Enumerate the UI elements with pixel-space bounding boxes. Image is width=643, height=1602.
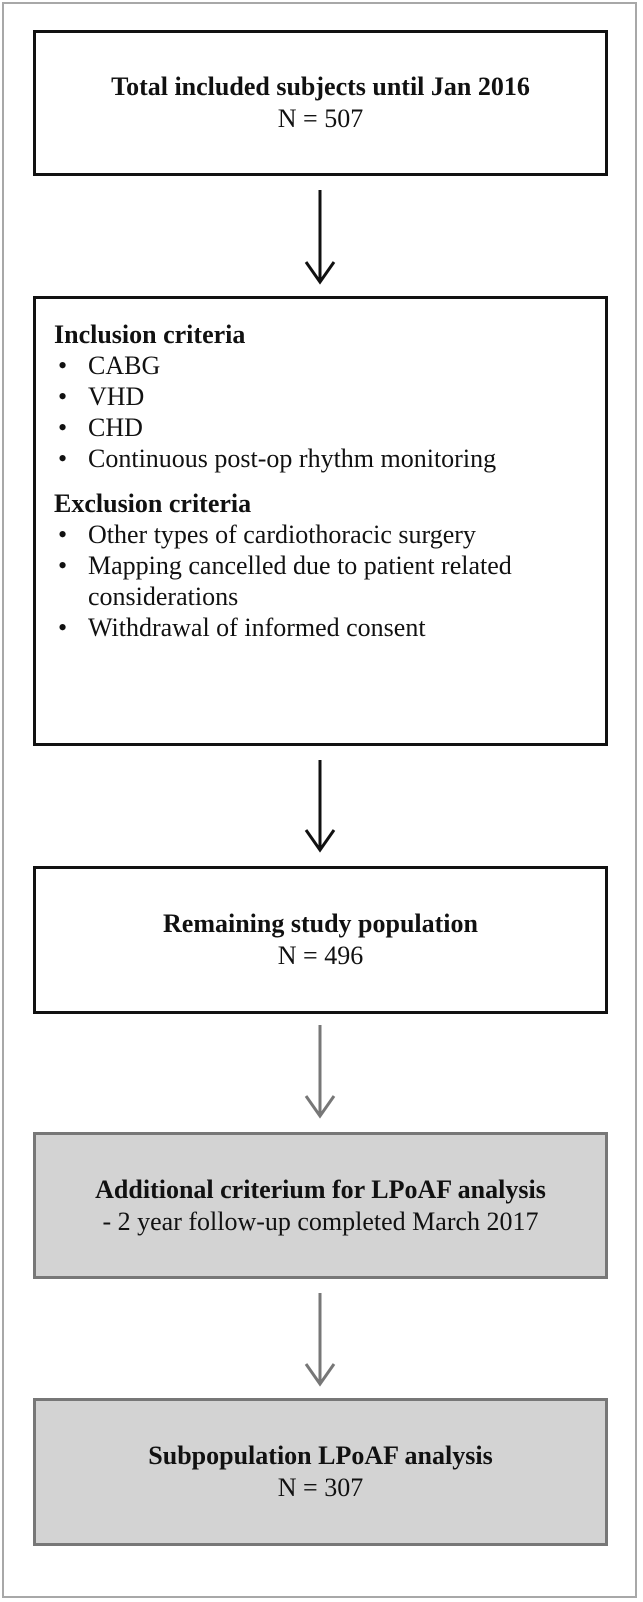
item-text: CHD bbox=[88, 413, 143, 442]
list-item: VHD bbox=[54, 381, 605, 412]
list-item: CABG bbox=[54, 350, 605, 381]
section-title: Exclusion criteria bbox=[54, 489, 252, 518]
list-item: Mapping cancelled due to patient related… bbox=[54, 550, 605, 612]
node: Additional criterium for LPoAF analysis … bbox=[33, 1132, 608, 1279]
list-item: CHD bbox=[54, 412, 605, 443]
node: Total included subjects until Jan 2016 N… bbox=[33, 30, 608, 176]
node-title: Subpopulation LPoAF analysis bbox=[148, 1441, 493, 1470]
item-text: Continuous post-op rhythm monitoring bbox=[88, 444, 497, 473]
node-text: N = 307 bbox=[277, 1473, 364, 1502]
list-item: Withdrawal of informed consent bbox=[54, 612, 605, 643]
arrow-head bbox=[304, 1363, 336, 1387]
node-text: N = 507 bbox=[277, 104, 364, 133]
item-text: Withdrawal of informed consent bbox=[88, 613, 426, 642]
criteria-box: Inclusion criteria CABG VHD CHD Continuo… bbox=[33, 296, 608, 746]
item-text: CABG bbox=[88, 351, 161, 380]
item-text: Other types of cardiothoracic surgery bbox=[88, 520, 476, 549]
arrow-head bbox=[304, 829, 336, 853]
arrow-head bbox=[304, 1095, 336, 1119]
node: Subpopulation LPoAF analysis N = 307 bbox=[33, 1398, 608, 1546]
arrow-head bbox=[304, 261, 336, 285]
list-item: Continuous post-op rhythm monitoring bbox=[54, 443, 605, 474]
section-title: Inclusion criteria bbox=[54, 320, 246, 349]
list: CABG VHD CHD Continuous post-op rhythm m… bbox=[54, 350, 605, 474]
list-item: Other types of cardiothoracic surgery bbox=[54, 519, 605, 550]
node-text: N = 496 bbox=[277, 941, 364, 970]
node: Remaining study population N = 496 bbox=[33, 866, 608, 1014]
item-text: Mapping cancelled due to patient related… bbox=[88, 551, 512, 611]
node-title: Total included subjects until Jan 2016 bbox=[111, 72, 530, 101]
node-title: Remaining study population bbox=[163, 909, 478, 938]
node-title: Additional criterium for LPoAF analysis bbox=[95, 1174, 546, 1204]
list: Other types of cardiothoracic surgery Ma… bbox=[54, 519, 605, 643]
node-text: - 2 year follow-up completed March 2017 bbox=[102, 1206, 539, 1236]
item-text: VHD bbox=[88, 382, 145, 411]
